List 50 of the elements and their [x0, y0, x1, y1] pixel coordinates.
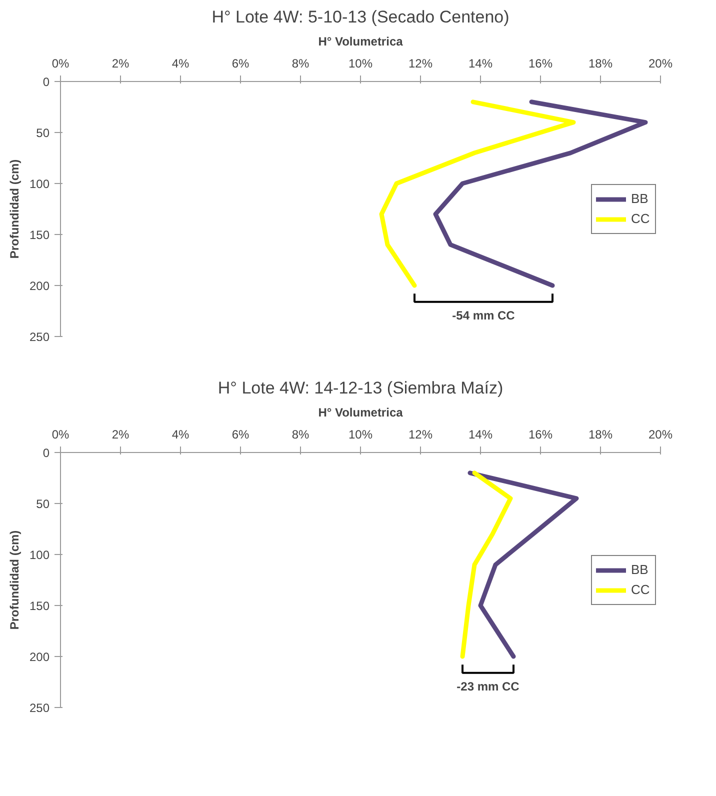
y-tick-label: 0	[42, 446, 50, 460]
x-tick-label: 0%	[52, 428, 70, 442]
x-axis-title: H° Volumetrica	[318, 34, 404, 48]
y-tick-label: 0	[42, 75, 50, 89]
legend-label: BB	[631, 191, 650, 206]
y-tick-label: 250	[29, 330, 50, 344]
x-tick-label: 0%	[52, 56, 70, 70]
line-series	[433, 100, 648, 288]
x-tick-label: 16%	[528, 56, 553, 70]
y-tick-label: 200	[29, 650, 50, 664]
line-series	[460, 470, 513, 659]
chart-title: H° Lote 4W: 14-12-13 (Siembra Maíz)	[218, 378, 504, 398]
y-tick-label: 100	[29, 548, 50, 562]
x-tick-label: 20%	[648, 428, 673, 442]
annotation: -54 mm CC	[452, 308, 516, 322]
x-tick-label: 4%	[172, 56, 190, 70]
y-tick-label: 50	[36, 126, 50, 140]
x-tick-label: 20%	[648, 56, 673, 70]
x-tick-label: 8%	[292, 56, 310, 70]
x-tick-label: 18%	[588, 56, 613, 70]
x-tick-label: 14%	[468, 56, 493, 70]
x-tick-label: 6%	[232, 428, 250, 442]
x-tick-label: 2%	[112, 56, 130, 70]
x-tick-label: 4%	[172, 428, 190, 442]
x-tick-label: 6%	[232, 56, 250, 70]
legend-label: CC	[631, 211, 651, 226]
y-axis-title: Profundidad (cm)	[7, 530, 22, 630]
line-series	[379, 100, 576, 288]
legend-label: CC	[631, 582, 651, 597]
y-tick-label: 100	[29, 177, 50, 191]
x-tick-label: 14%	[468, 428, 493, 442]
y-tick-label: 150	[29, 228, 50, 242]
x-tick-label: 2%	[112, 428, 130, 442]
x-tick-label: 18%	[588, 428, 613, 442]
chart-title: H° Lote 4W: 5-10-13 (Secado Centeno)	[212, 8, 510, 26]
x-tick-label: 10%	[348, 428, 373, 442]
x-tick-label: 10%	[348, 56, 373, 70]
y-tick-label: 150	[29, 599, 50, 613]
x-tick-label: 16%	[528, 428, 553, 442]
y-tick-label: 200	[29, 279, 50, 293]
y-axis-title: Profundidad (cm)	[7, 159, 22, 259]
legend-label: BB	[631, 562, 650, 577]
y-tick-label: 50	[36, 497, 50, 511]
x-axis-title: H° Volumetrica	[318, 406, 404, 420]
annotation: -23 mm CC	[456, 680, 520, 694]
x-tick-label: 12%	[408, 428, 433, 442]
x-tick-label: 8%	[292, 428, 310, 442]
line-series	[468, 470, 579, 659]
x-tick-label: 12%	[408, 56, 433, 70]
y-tick-label: 250	[29, 701, 50, 715]
